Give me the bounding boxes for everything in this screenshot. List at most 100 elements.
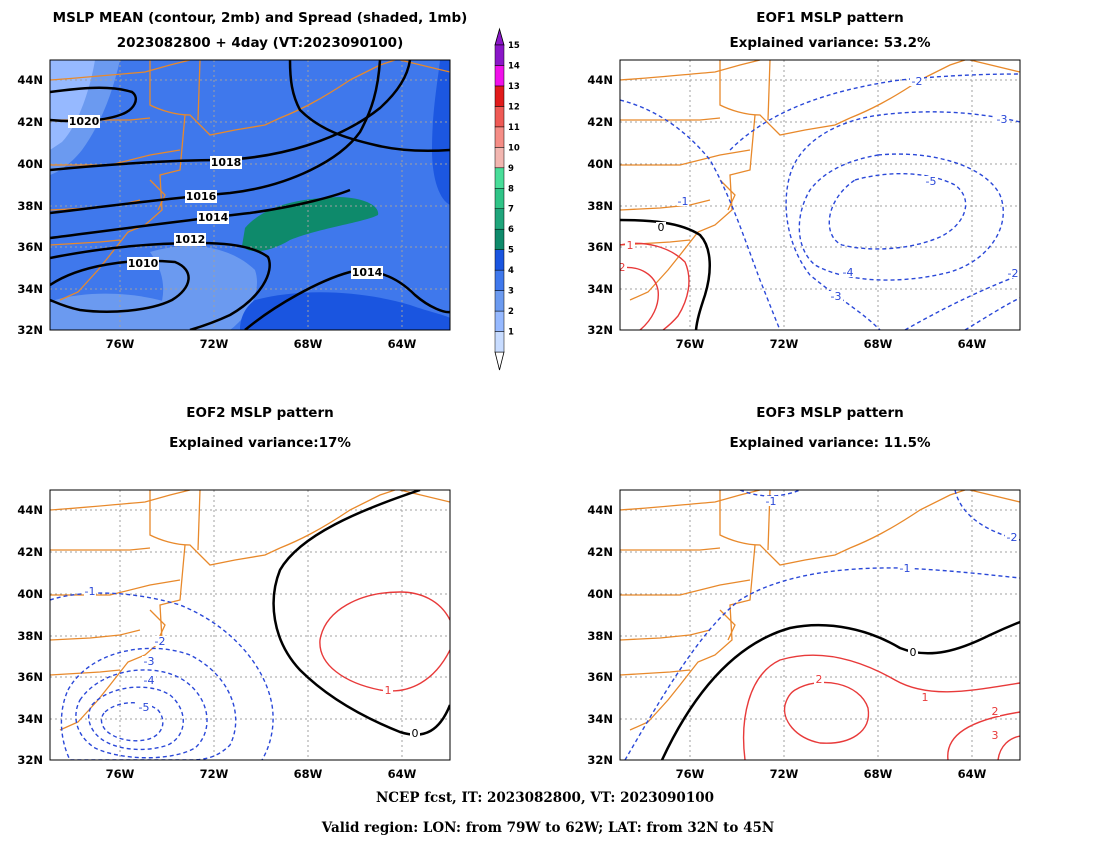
x-tick-label: 64W [388,767,417,781]
isobar-label-box [197,211,229,224]
colorbar-segment [494,228,505,250]
panel-eof1: EOF1 MSLP pattern Explained variance: 53… [587,10,1021,351]
panel-b-plot: -2 -3 -5 -4 -3 -2 -1 0 1 2 [619,60,1020,330]
contour-label: 3 [992,729,999,742]
contour-label: 0 [910,646,917,659]
colorbar-segment [494,167,505,189]
colorbar-segment [494,65,505,87]
contour-label: -3 [831,290,842,303]
contour-label: 1 [627,239,634,252]
contour-label: -3 [997,113,1008,126]
panel-c-positive-contours [319,591,450,692]
colorbar-segment [494,269,505,291]
panel-c-subtitle: Explained variance:17% [169,435,351,451]
panel-eof3: EOF3 MSLP pattern Explained variance: 11… [587,405,1021,781]
y-tick-label: 32N [17,323,43,337]
contour-label: -2 [155,635,166,648]
x-tick-label: 68W [294,767,323,781]
y-tick-label: 34N [587,282,613,296]
x-tick-label: 72W [770,337,799,351]
isobar-label-box [174,233,206,246]
panel-d-subtitle: Explained variance: 11.5% [729,435,931,451]
contour-label: -2 [1007,531,1018,544]
contour-label: 2 [619,261,626,274]
panel-c-zero-contour [272,490,450,736]
contour-label: 2 [816,673,823,686]
colorbar-label: 5 [508,246,514,256]
colorbar-segment [494,249,505,271]
panel-c-axis-ticks: 76W 72W 68W 64W 32N 34N 36N 38N 40N 42N … [17,503,416,781]
x-tick-label: 72W [200,337,229,351]
y-tick-label: 40N [587,157,613,171]
panel-d-axis-ticks: 76W 72W 68W 64W 32N 34N 36N 38N 40N 42N … [587,503,986,781]
y-tick-label: 38N [587,199,613,213]
colorbar-label: 1 [508,328,514,338]
colorbar-segment [494,85,505,107]
panel-c-contour-labels: -1 -2 -3 -4 -5 1 0 [84,585,420,740]
x-tick-label: 64W [388,337,417,351]
panel-b-positive-contours [620,242,690,330]
y-tick-label: 38N [587,629,613,643]
panel-d-title: EOF3 MSLP pattern [756,405,903,421]
x-tick-label: 76W [106,767,135,781]
contour-label: -1 [85,585,96,598]
isobar-label: 1014 [198,211,229,224]
x-tick-label: 72W [200,767,229,781]
contour-label: -2 [1008,267,1019,280]
panel-d-zero-contour [660,620,1020,760]
isobar-label-box [351,266,383,279]
y-tick-label: 42N [17,115,43,129]
y-tick-label: 38N [17,199,43,213]
y-tick-label: 42N [587,545,613,559]
panel-mslp-mean: MSLP MEAN (contour, 2mb) and Spread (sha… [17,10,467,351]
panel-a-subtitle: 2023082800 + 4day (VT:2023090100) [117,35,404,51]
y-tick-label: 32N [17,753,43,767]
y-tick-label: 42N [587,115,613,129]
isobar-label-box [210,156,242,169]
panel-c-plot: -1 -2 -3 -4 -5 1 0 [50,490,450,760]
colorbar-segment [494,310,505,332]
colorbar-label: 9 [508,164,514,174]
panel-c-title: EOF2 MSLP pattern [186,405,333,421]
colorbar-label: 3 [508,287,514,297]
colorbar-segment [494,188,505,209]
colorbar-segment [494,106,505,128]
y-tick-label: 34N [17,712,43,726]
x-tick-label: 76W [106,337,135,351]
x-tick-label: 68W [864,767,893,781]
contour-label: -1 [766,495,777,508]
contour-label: -5 [926,175,937,188]
panel-b-title: EOF1 MSLP pattern [756,10,903,26]
contour-label: -1 [678,195,689,208]
y-tick-label: 36N [587,240,613,254]
panel-d-coastline [620,490,1020,731]
isobar-label: 1014 [352,266,383,279]
colorbar-label: 2 [508,307,514,317]
panel-a-frame [49,59,451,331]
y-tick-label: 36N [587,670,613,684]
y-tick-label: 40N [17,157,43,171]
y-tick-label: 44N [17,73,43,87]
y-tick-label: 34N [587,712,613,726]
colorbar-label: 7 [508,205,514,215]
colorbar-label: 12 [508,102,520,112]
colorbar-label: 14 [508,61,520,71]
panel-a-title: MSLP MEAN (contour, 2mb) and Spread (sha… [53,10,468,26]
y-tick-label: 36N [17,240,43,254]
contour-label: 1 [922,691,929,704]
colorbar-segment [494,44,505,66]
isobar-label-box [185,190,217,203]
contour-label: -4 [144,674,155,687]
x-tick-label: 76W [676,767,705,781]
panel-d-contour-labels: -1 -1 -2 0 2 1 2 3 [764,495,1019,742]
colorbar-segment [494,208,505,230]
isobar-label-box [68,115,100,128]
y-tick-label: 36N [17,670,43,684]
contour-label: -3 [144,655,155,668]
colorbar-label: 4 [508,266,514,276]
contour-label: 0 [412,727,419,740]
y-tick-label: 44N [17,503,43,517]
isobar-label: 1010 [128,257,159,270]
y-tick-label: 40N [17,587,43,601]
contour-label: -5 [139,701,150,714]
